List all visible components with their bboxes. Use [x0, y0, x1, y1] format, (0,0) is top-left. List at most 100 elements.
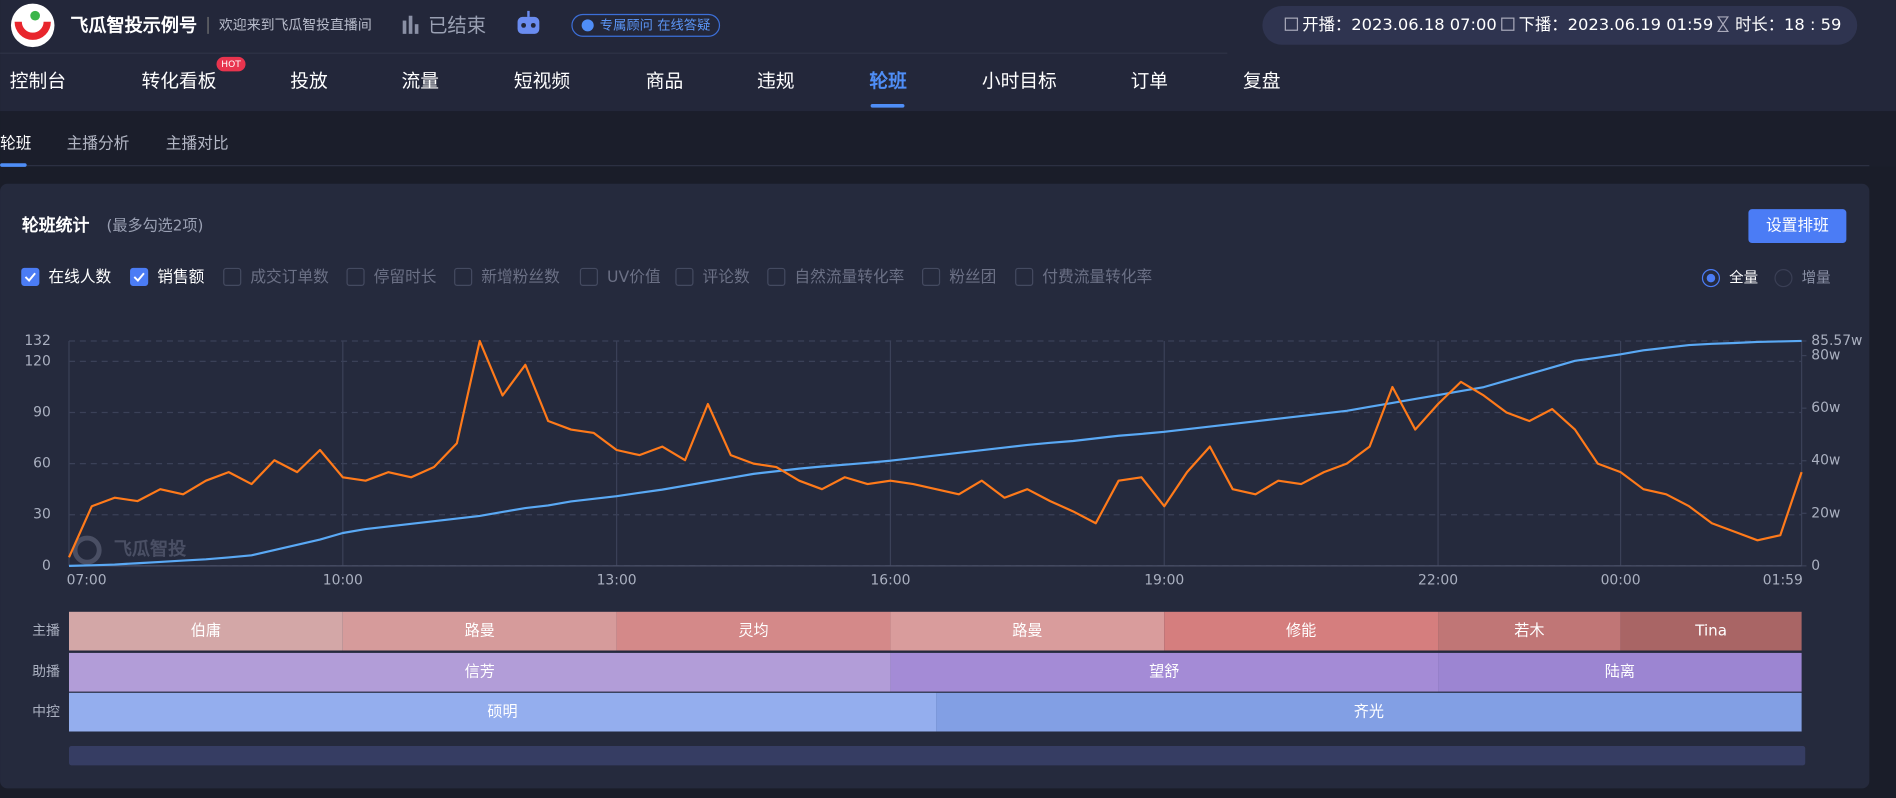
radio[interactable]: [1701, 269, 1721, 288]
checkbox[interactable]: [922, 267, 941, 286]
calendar-icon: [1284, 16, 1729, 33]
zoom-slider[interactable]: [68, 746, 1806, 766]
y-tick-label: 90: [33, 405, 51, 421]
radio[interactable]: [1774, 269, 1793, 288]
shift-name: 齐光: [1354, 703, 1384, 721]
checkbox-label[interactable]: 成交订单数: [250, 267, 329, 286]
shift-name: 若木: [1514, 622, 1544, 640]
advisor[interactable]: 专属顾问 在线答疑: [600, 16, 711, 33]
nav-item[interactable]: 流量: [401, 72, 438, 93]
logo-mark: [14, 21, 51, 40]
checkbox[interactable]: [675, 267, 694, 286]
advisor-icon: [581, 19, 594, 32]
shift-block[interactable]: [1164, 611, 1439, 651]
sub-tab[interactable]: 主播分析: [67, 133, 130, 152]
x-tick-label: 13:00: [597, 572, 637, 588]
shift-block[interactable]: [1438, 652, 1802, 692]
shift-name: 修能: [1286, 622, 1316, 640]
nav-item[interactable]: 商品: [646, 72, 683, 93]
checkbox-label[interactable]: 付费流量转化率: [1042, 267, 1152, 286]
y-tick-label: 60: [33, 456, 51, 472]
radio-dot: [1706, 273, 1716, 283]
checkbox[interactable]: [1015, 267, 1034, 286]
y2-tick-label: 0: [1811, 558, 1820, 574]
robot-icon[interactable]: [517, 10, 540, 34]
hot-badge: [216, 56, 246, 72]
start-time: 开播：2023.06.18 07:00: [1302, 15, 1497, 34]
schedule-row-label: 助播: [32, 664, 60, 680]
y2-tick-label: 60w: [1811, 400, 1840, 416]
live-info: [1262, 6, 1858, 45]
checkbox[interactable]: [21, 267, 40, 286]
setup-button-label[interactable]: 设置排班: [1766, 216, 1829, 235]
logo-mark: [30, 10, 40, 21]
radio-label[interactable]: 增量: [1802, 270, 1831, 287]
x-tick-label: 19:00: [1144, 572, 1184, 588]
advisor-pill[interactable]: [571, 13, 721, 37]
nav-item[interactable]: 小时目标: [982, 72, 1057, 93]
checkbox-label[interactable]: 自然流量转化率: [794, 267, 904, 286]
nav-item[interactable]: 短视频: [514, 72, 570, 93]
checkbox-label[interactable]: 粉丝团: [949, 267, 996, 286]
checkbox-label[interactable]: 销售额: [157, 267, 204, 286]
checkbox[interactable]: [454, 267, 473, 286]
shift-block[interactable]: [68, 611, 343, 651]
shift-block[interactable]: [68, 652, 891, 692]
sub-tab[interactable]: 轮班: [0, 133, 32, 152]
x-tick-label: 00:00: [1601, 572, 1641, 588]
radio-label[interactable]: 全量: [1729, 269, 1758, 287]
nav-item[interactable]: 转化看板: [142, 72, 217, 93]
x-tick-label: 16:00: [870, 572, 910, 588]
checkbox[interactable]: [767, 267, 786, 286]
nav-item[interactable]: 轮班: [869, 71, 907, 93]
shift-block[interactable]: [890, 652, 1439, 692]
nav-item[interactable]: 控制台: [10, 72, 66, 93]
checkbox[interactable]: [579, 267, 598, 286]
shift-block[interactable]: [1438, 611, 1621, 651]
sub-bar: [0, 111, 1896, 167]
shift-name: 陆离: [1605, 663, 1635, 681]
shift-block[interactable]: [342, 611, 617, 651]
checkbox[interactable]: [346, 267, 365, 286]
series-line: [67, 339, 1803, 558]
shift-block[interactable]: [1620, 611, 1802, 651]
schedule-row-label: 中控: [32, 704, 60, 720]
setup-button[interactable]: [1748, 209, 1847, 244]
status-icon: [402, 15, 419, 34]
checkbox[interactable]: [130, 267, 149, 286]
shift-block[interactable]: [890, 611, 1165, 651]
checkbox-label[interactable]: 评论数: [703, 267, 750, 286]
hot-badge-text: HOT: [221, 60, 241, 70]
shift-block[interactable]: [616, 611, 891, 651]
nav-item[interactable]: 违规: [757, 72, 794, 93]
y2-tick-label: 20w: [1811, 505, 1840, 521]
checkbox-label[interactable]: 新增粉丝数: [481, 267, 560, 286]
shift-block[interactable]: [68, 692, 937, 732]
panel-title: 轮班统计: [22, 215, 90, 235]
y-tick-label: 120: [24, 353, 51, 369]
nav-item[interactable]: 复盘: [1243, 72, 1280, 93]
shift-block[interactable]: [936, 692, 1802, 732]
nav-item[interactable]: 订单: [1131, 72, 1168, 93]
account-name: 飞瓜智投示例号: [70, 15, 197, 37]
y-tick-label: 132: [24, 333, 51, 349]
checkbox[interactable]: [223, 267, 242, 286]
shift-name: 路曼: [465, 622, 495, 640]
y-tick-label: 30: [33, 507, 51, 523]
checkbox-check: [24, 272, 36, 282]
welcome: 欢迎来到飞瓜智投直播间: [219, 16, 372, 33]
shift-name: Tina: [1694, 622, 1727, 640]
schedule-row-label: 主播: [32, 623, 60, 639]
checkbox-label[interactable]: 停留时长: [374, 267, 437, 286]
shift-name: 信芳: [465, 663, 495, 681]
status: 已结束: [428, 14, 486, 37]
checkbox-label[interactable]: UV价值: [607, 267, 661, 286]
checkbox-label[interactable]: 在线人数: [48, 267, 111, 286]
nav-item[interactable]: 投放: [290, 72, 328, 93]
sub-tab[interactable]: 主播对比: [166, 133, 229, 152]
y-tick-label: 0: [42, 558, 51, 574]
end-time: 下播：2023.06.19 01:59: [1519, 15, 1714, 34]
sub-tab-active-bar: [0, 163, 27, 167]
